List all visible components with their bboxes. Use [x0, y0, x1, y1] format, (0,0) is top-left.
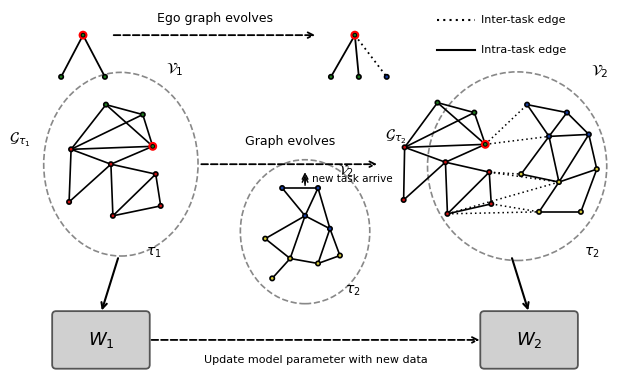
Circle shape — [435, 101, 440, 105]
Circle shape — [564, 110, 569, 115]
Circle shape — [59, 74, 63, 79]
Text: $\mathcal{V}_1$: $\mathcal{V}_1$ — [166, 60, 183, 78]
Circle shape — [525, 103, 529, 107]
Circle shape — [67, 200, 71, 204]
Circle shape — [103, 74, 107, 79]
Circle shape — [356, 74, 361, 79]
Text: new task arrive: new task arrive — [312, 174, 393, 184]
Circle shape — [104, 103, 108, 107]
Circle shape — [385, 74, 389, 79]
FancyBboxPatch shape — [52, 311, 150, 369]
Text: $\tau_2$: $\tau_2$ — [584, 245, 600, 260]
Text: Inter-task edge: Inter-task edge — [481, 15, 566, 25]
Text: Ego graph evolves: Ego graph evolves — [157, 12, 273, 25]
Circle shape — [69, 147, 73, 152]
FancyBboxPatch shape — [480, 311, 578, 369]
Circle shape — [280, 186, 284, 190]
Circle shape — [109, 162, 113, 166]
Circle shape — [288, 257, 292, 261]
Circle shape — [338, 253, 342, 258]
Circle shape — [483, 142, 488, 147]
Circle shape — [472, 110, 477, 115]
Text: $\mathcal{G}_{\tau_1}$: $\mathcal{G}_{\tau_1}$ — [10, 130, 31, 149]
Text: $W_2$: $W_2$ — [516, 330, 542, 350]
Circle shape — [557, 180, 561, 184]
Text: $\mathcal{V}_2$: $\mathcal{V}_2$ — [338, 162, 354, 179]
Circle shape — [329, 74, 333, 79]
Circle shape — [403, 145, 407, 149]
Circle shape — [487, 170, 492, 174]
Circle shape — [316, 261, 320, 266]
Text: $\mathcal{V}_2$: $\mathcal{V}_2$ — [591, 62, 609, 79]
Circle shape — [537, 210, 541, 214]
Circle shape — [547, 134, 551, 139]
Circle shape — [316, 186, 320, 190]
Circle shape — [587, 132, 591, 137]
Circle shape — [444, 160, 447, 164]
Circle shape — [579, 210, 583, 214]
Circle shape — [595, 167, 599, 171]
Text: Update model parameter with new data: Update model parameter with new data — [204, 355, 428, 365]
Circle shape — [401, 198, 406, 202]
Circle shape — [141, 113, 145, 117]
Circle shape — [159, 204, 163, 208]
Circle shape — [150, 144, 155, 149]
Circle shape — [270, 276, 275, 281]
Circle shape — [263, 237, 268, 241]
Text: $\tau_1$: $\tau_1$ — [146, 245, 161, 260]
Circle shape — [353, 33, 357, 37]
Circle shape — [111, 214, 115, 218]
Circle shape — [303, 214, 307, 218]
Circle shape — [154, 172, 158, 176]
Circle shape — [445, 212, 450, 216]
Text: Intra-task edge: Intra-task edge — [481, 45, 566, 55]
Circle shape — [519, 172, 524, 176]
Text: $W_1$: $W_1$ — [88, 330, 115, 350]
Text: $\mathcal{G}_{\tau_2}$: $\mathcal{G}_{\tau_2}$ — [385, 127, 406, 146]
Text: $\tau_2$: $\tau_2$ — [345, 283, 360, 298]
Circle shape — [489, 202, 493, 206]
Text: Graph evolves: Graph evolves — [245, 135, 335, 148]
Circle shape — [81, 33, 85, 37]
Circle shape — [328, 227, 332, 231]
